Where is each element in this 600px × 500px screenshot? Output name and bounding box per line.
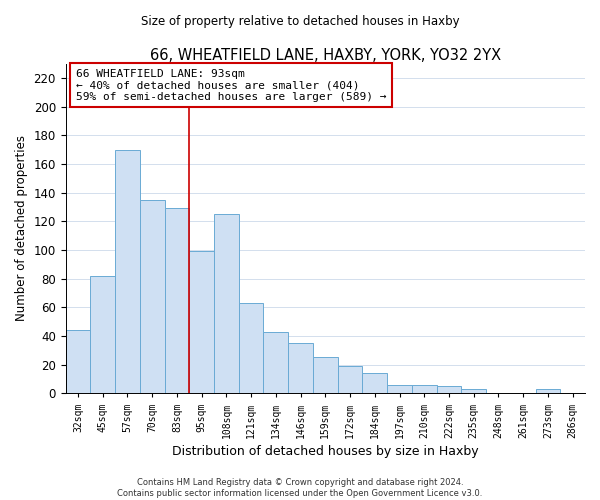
Bar xyxy=(214,214,239,394)
Bar xyxy=(362,373,387,394)
Bar xyxy=(239,303,263,394)
Y-axis label: Number of detached properties: Number of detached properties xyxy=(15,136,28,322)
Bar xyxy=(91,276,115,394)
Text: Contains HM Land Registry data © Crown copyright and database right 2024.
Contai: Contains HM Land Registry data © Crown c… xyxy=(118,478,482,498)
Bar xyxy=(115,150,140,394)
Bar xyxy=(387,384,412,394)
Bar xyxy=(461,389,486,394)
Bar xyxy=(536,389,560,394)
Bar xyxy=(190,252,214,394)
Bar xyxy=(338,366,362,394)
Bar xyxy=(288,343,313,394)
X-axis label: Distribution of detached houses by size in Haxby: Distribution of detached houses by size … xyxy=(172,444,479,458)
Title: 66, WHEATFIELD LANE, HAXBY, YORK, YO32 2YX: 66, WHEATFIELD LANE, HAXBY, YORK, YO32 2… xyxy=(150,48,501,62)
Text: Size of property relative to detached houses in Haxby: Size of property relative to detached ho… xyxy=(140,14,460,28)
Bar xyxy=(65,330,91,394)
Bar xyxy=(140,200,164,394)
Bar xyxy=(412,384,437,394)
Bar xyxy=(313,358,338,394)
Bar xyxy=(263,332,288,394)
Bar xyxy=(164,208,190,394)
Bar xyxy=(437,386,461,394)
Text: 66 WHEATFIELD LANE: 93sqm
← 40% of detached houses are smaller (404)
59% of semi: 66 WHEATFIELD LANE: 93sqm ← 40% of detac… xyxy=(76,68,386,102)
